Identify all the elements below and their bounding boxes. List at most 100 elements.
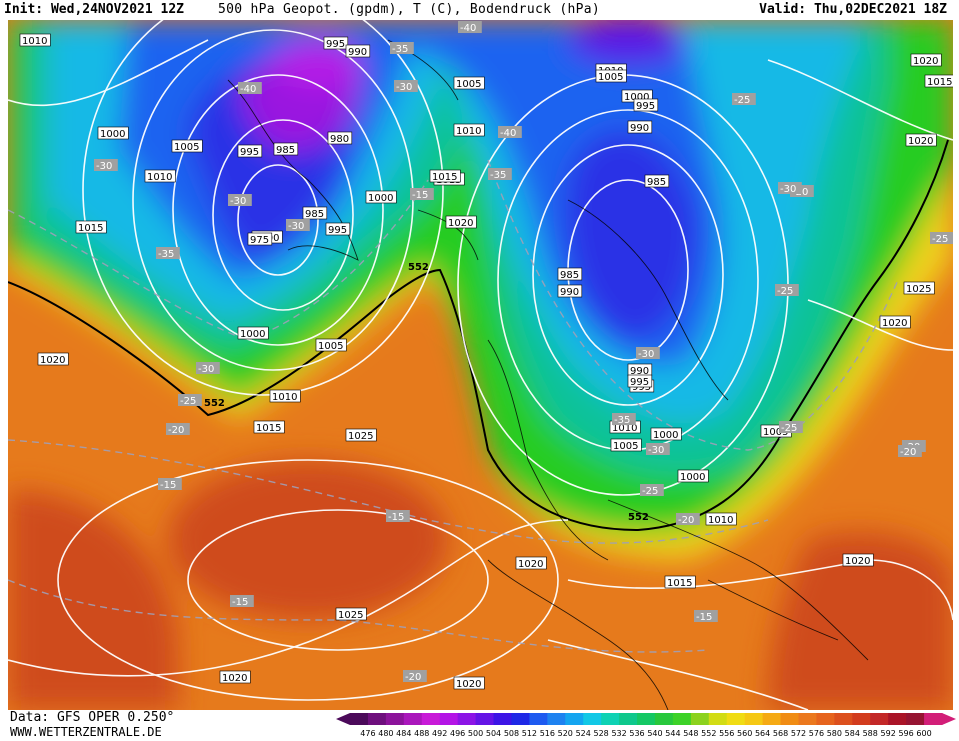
colorbar-swatch xyxy=(493,713,512,725)
pressure-label-27: 990 xyxy=(557,284,583,298)
colorbar-tick-label: 596 xyxy=(898,729,913,738)
temperature-label-box xyxy=(646,443,670,455)
pressure-label-4: 1005 xyxy=(453,76,485,90)
pressure-label-text: 1005 xyxy=(174,142,199,153)
pressure-label-box xyxy=(237,326,269,340)
pressure-label-text: 1010 xyxy=(708,515,733,526)
website-link[interactable]: WWW.WETTERZENTRALE.DE xyxy=(10,725,162,739)
pressure-label-53: 995 xyxy=(627,374,653,388)
colorbar-tick-label: 576 xyxy=(809,729,824,738)
temperature-label-28: -20 xyxy=(403,670,427,683)
colorbar-tick-label: 528 xyxy=(594,729,609,738)
temperature-label-22: -15 xyxy=(386,510,410,523)
pressure-label-text: 1020 xyxy=(40,355,65,366)
temperature-label-box xyxy=(178,394,202,406)
pressure-label-45: 1020 xyxy=(515,556,547,570)
pressure-label-text: 1000 xyxy=(368,193,393,204)
colorbar-swatch xyxy=(672,713,692,725)
pressure-label-text: 990 xyxy=(348,47,367,58)
temperature-label-text: -30 xyxy=(396,82,412,93)
colorbar-swatch xyxy=(780,713,799,725)
temperature-label-text: -25 xyxy=(781,423,797,434)
pressure-label-text: 1010 xyxy=(22,36,47,47)
pressure-label-box xyxy=(37,352,69,366)
pressure-label-box xyxy=(610,438,642,452)
map-footer: Data: GFS OPER 0.250° WWW.WETTERZENTRALE… xyxy=(0,710,959,741)
pressure-label-text: 1010 xyxy=(456,126,481,137)
pressure-label-33: 1020 xyxy=(879,315,911,329)
temperature-label-box xyxy=(694,610,718,622)
colorbar-tick-label: 544 xyxy=(665,729,680,738)
temperature-label-box xyxy=(636,347,660,359)
pressure-label-text: 1000 xyxy=(680,472,705,483)
colorbar-swatch xyxy=(654,713,674,725)
colorbar-tick-label: 488 xyxy=(414,729,429,738)
pressure-label-text: 1015 xyxy=(667,578,692,589)
temperature-label-text: -20 xyxy=(678,515,694,526)
pressure-label-41: 1000 xyxy=(650,427,682,441)
pressure-label-text: 985 xyxy=(647,177,666,188)
temperature-label-box xyxy=(166,423,190,435)
pressure-label-text: 1000 xyxy=(240,329,265,340)
pressure-label-7: 1010 xyxy=(144,169,176,183)
pressure-label-box xyxy=(453,676,485,690)
temperature-label-text: -15 xyxy=(412,190,428,201)
geopotential-label: 552 xyxy=(204,398,225,409)
weather-map: 1010 1000 995 990 1005 1010 1015 1010 1005 1000 99… xyxy=(8,20,953,710)
pressure-label-43: 1000 xyxy=(677,469,709,483)
temperature-label-23: -15 xyxy=(230,595,254,608)
northeast-purple xyxy=(568,20,688,65)
pressure-label-text: 985 xyxy=(305,209,324,220)
pressure-label-3: 990 xyxy=(345,44,371,58)
colorbar-tick-label: 556 xyxy=(719,729,734,738)
pressure-label-38: 1015 xyxy=(253,420,285,434)
colorbar-arrow-right xyxy=(942,713,956,725)
temperature-label-text: -35 xyxy=(158,249,174,260)
colorbar-tick-label: 592 xyxy=(881,729,896,738)
pressure-label-26: 985 xyxy=(557,267,583,281)
pressure-label-44: 1010 xyxy=(705,512,737,526)
temperature-label-box xyxy=(732,93,756,105)
pressure-label-8: 1005 xyxy=(171,139,203,153)
pressure-label-text: 995 xyxy=(636,101,655,112)
colorbar-tick-label: 496 xyxy=(450,729,465,738)
pressure-label-text: 1015 xyxy=(256,423,281,434)
colorbar-tick-label: 516 xyxy=(540,729,555,738)
temperature-label-31: -20 xyxy=(898,445,922,458)
colorbar-tick-label: 540 xyxy=(647,729,662,738)
pressure-label-text: 1005 xyxy=(598,72,623,83)
temperature-label-17: -25 xyxy=(775,284,799,297)
temperature-label-box xyxy=(898,445,922,457)
geopotential-label: 552 xyxy=(628,512,649,523)
pressure-label-24: 990 xyxy=(627,120,653,134)
pressure-label-50: 1020 xyxy=(453,676,485,690)
pressure-label-box xyxy=(633,98,659,112)
pressure-label-text: 995 xyxy=(632,382,651,393)
temperature-label-box xyxy=(498,126,522,138)
pressure-label-49: 1020 xyxy=(219,670,251,684)
temperature-label-text: -35 xyxy=(392,44,408,55)
init-time: Init: Wed,24NOV2021 12Z xyxy=(4,2,185,17)
temperature-label-text: -30 xyxy=(230,196,246,207)
temperature-label-box xyxy=(779,421,803,433)
temperature-label-box xyxy=(228,194,252,206)
pressure-label-14: 985 xyxy=(302,206,328,220)
pressure-label-text: 990 xyxy=(560,287,579,298)
isobars xyxy=(8,20,953,710)
pressure-label-text: 1005 xyxy=(763,427,788,438)
colorbar-swatch xyxy=(870,713,889,725)
pressure-label-box xyxy=(627,374,653,388)
temperature-label-text: -20 xyxy=(168,425,184,436)
colorbar-swatch xyxy=(690,713,710,725)
pressure-label-box xyxy=(219,670,251,684)
pressure-label-box xyxy=(453,76,485,90)
pressure-label-16: 995 xyxy=(325,222,351,236)
temperature-label-text: -20 xyxy=(405,672,421,683)
pressure-label-box xyxy=(345,44,371,58)
pressure-label-39: 1025 xyxy=(345,428,377,442)
pressure-label-37: 1010 xyxy=(269,389,301,403)
pressure-label-box xyxy=(315,338,347,352)
temperature-label-text: -35 xyxy=(614,415,630,426)
pressure-label-box xyxy=(75,220,107,234)
pressure-label-box xyxy=(247,232,273,246)
